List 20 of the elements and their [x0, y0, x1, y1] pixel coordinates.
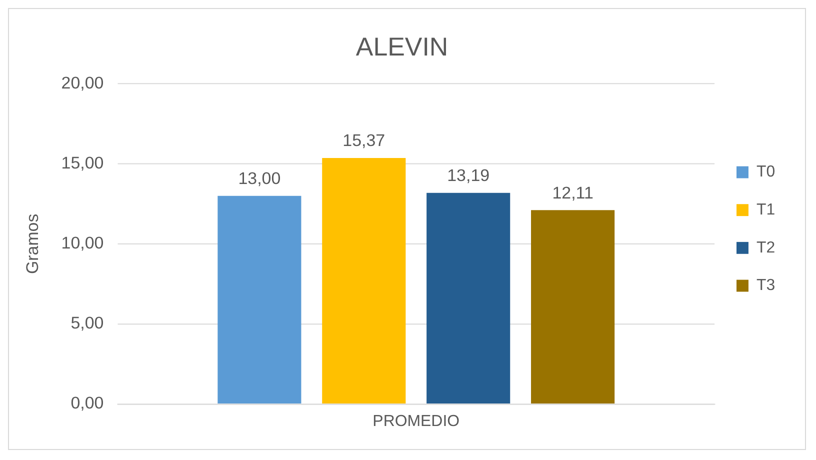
data-label: 13,00 [238, 169, 281, 188]
legend-label: T1 [756, 201, 776, 218]
y-tick-label: 5,00 [70, 314, 104, 333]
data-label: 13,19 [447, 166, 490, 186]
bar [322, 158, 406, 404]
y-tick-label: 20,00 [61, 74, 104, 93]
y-tick-label: 10,00 [61, 234, 104, 253]
legend-label: T2 [756, 239, 776, 256]
legend-label: T0 [756, 164, 776, 181]
data-label: 15,37 [342, 131, 386, 150]
bar [426, 192, 510, 404]
legend-label: T3 [756, 277, 776, 294]
bar [531, 210, 615, 404]
y-axis-title: Gramos [22, 214, 42, 274]
x-tick-label: PROMEDIO [372, 412, 460, 430]
chart-title: ALEVIN [356, 34, 448, 62]
y-tick-label: 0,00 [70, 394, 104, 413]
bar [218, 196, 302, 404]
y-tick-label: 15,00 [61, 154, 104, 173]
data-label: 12,11 [552, 183, 594, 202]
